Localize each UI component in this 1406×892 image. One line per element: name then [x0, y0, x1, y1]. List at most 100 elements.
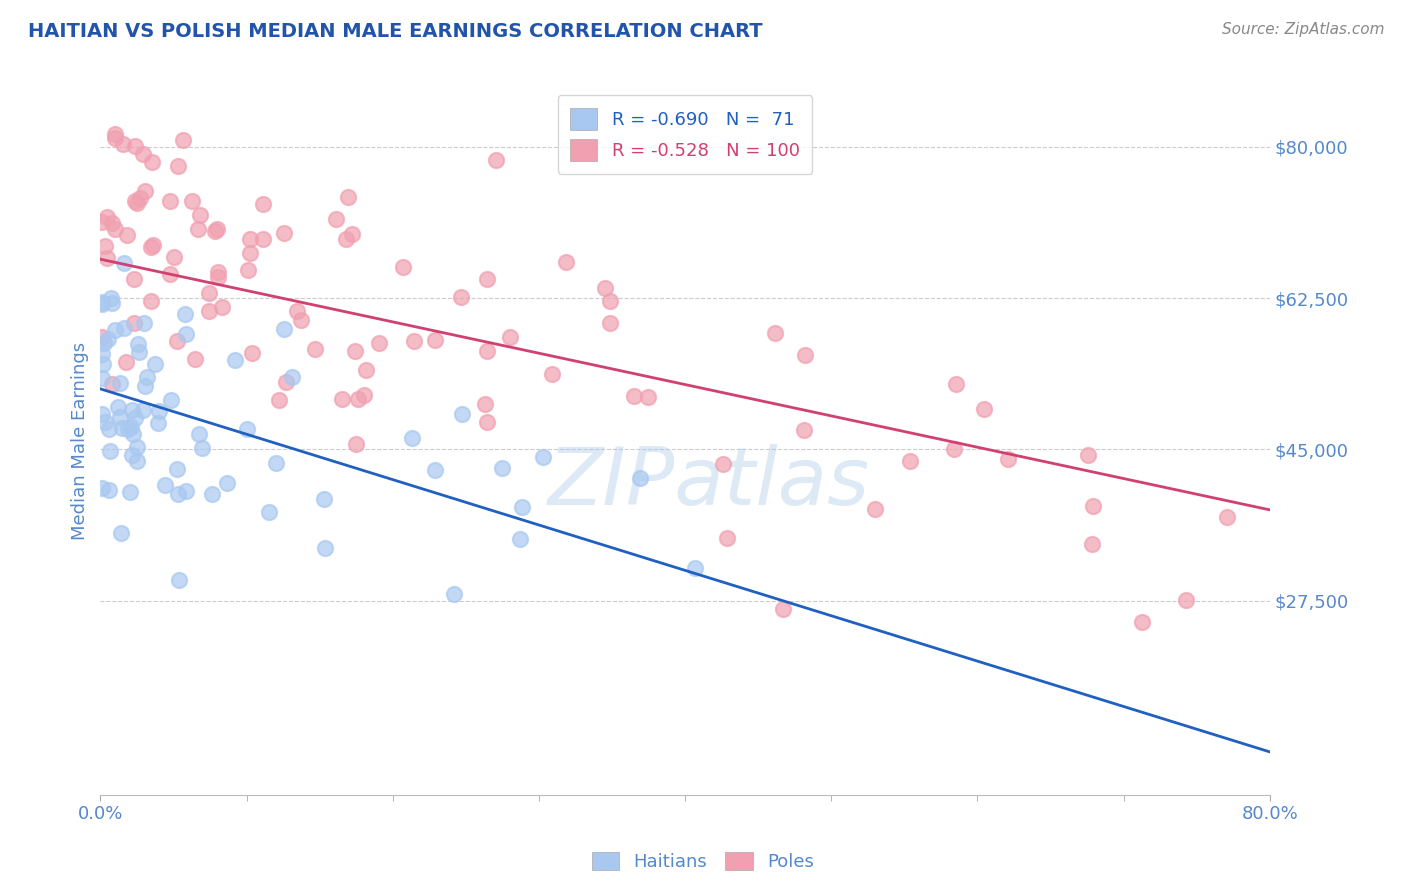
Point	[599, 294, 621, 309]
Point	[252, 232, 274, 246]
Point	[90, 215, 112, 229]
Point	[188, 426, 211, 441]
Point	[772, 602, 794, 616]
Point	[510, 500, 533, 515]
Point	[281, 370, 304, 384]
Point	[207, 265, 229, 279]
Point	[132, 402, 155, 417]
Point	[475, 415, 498, 429]
Point	[477, 343, 499, 358]
Point	[498, 329, 520, 343]
Point	[120, 420, 142, 434]
Point	[148, 403, 170, 417]
Point	[599, 317, 621, 331]
Point	[174, 484, 197, 499]
Point	[110, 525, 132, 540]
Point	[207, 270, 229, 285]
Point	[98, 444, 121, 458]
Point	[443, 587, 465, 601]
Point	[166, 334, 188, 348]
Text: ZIPatlas: ZIPatlas	[547, 444, 869, 522]
Point	[163, 250, 186, 264]
Point	[794, 348, 817, 362]
Point	[198, 303, 221, 318]
Text: Source: ZipAtlas.com: Source: ZipAtlas.com	[1222, 22, 1385, 37]
Point	[304, 343, 326, 357]
Point	[863, 502, 886, 516]
Point	[166, 487, 188, 501]
Point	[139, 240, 162, 254]
Point	[205, 221, 228, 235]
Point	[117, 422, 139, 436]
Point	[121, 403, 143, 417]
Point	[346, 392, 368, 406]
Point	[1077, 448, 1099, 462]
Point	[91, 357, 114, 371]
Point	[108, 376, 131, 391]
Point	[343, 344, 366, 359]
Point	[125, 454, 148, 468]
Point	[425, 462, 447, 476]
Point	[181, 194, 204, 208]
Point	[100, 291, 122, 305]
Point	[97, 483, 120, 498]
Point	[325, 212, 347, 227]
Point	[115, 354, 138, 368]
Point	[239, 246, 262, 260]
Point	[353, 388, 375, 402]
Point	[1081, 537, 1104, 551]
Point	[898, 454, 921, 468]
Point	[132, 147, 155, 161]
Point	[485, 153, 508, 167]
Point	[1175, 593, 1198, 607]
Point	[101, 216, 124, 230]
Point	[134, 184, 156, 198]
Point	[392, 260, 415, 274]
Point	[187, 222, 209, 236]
Point	[112, 256, 135, 270]
Point	[541, 367, 564, 381]
Point	[342, 227, 364, 241]
Point	[628, 470, 651, 484]
Point	[104, 322, 127, 336]
Point	[124, 139, 146, 153]
Point	[94, 239, 117, 253]
Point	[121, 426, 143, 441]
Point	[97, 332, 120, 346]
Point	[110, 410, 132, 425]
Point	[125, 196, 148, 211]
Point	[167, 573, 190, 587]
Point	[1215, 510, 1237, 524]
Point	[623, 389, 645, 403]
Point	[104, 131, 127, 145]
Point	[314, 541, 336, 555]
Point	[491, 461, 513, 475]
Point	[141, 154, 163, 169]
Legend: R = -0.690   N =  71, R = -0.528   N = 100: R = -0.690 N = 71, R = -0.528 N = 100	[558, 95, 813, 174]
Y-axis label: Median Male Earnings: Median Male Earnings	[72, 342, 89, 540]
Text: HAITIAN VS POLISH MEDIAN MALE EARNINGS CORRELATION CHART: HAITIAN VS POLISH MEDIAN MALE EARNINGS C…	[28, 22, 762, 41]
Point	[1081, 500, 1104, 514]
Point	[143, 358, 166, 372]
Point	[531, 450, 554, 464]
Point	[290, 313, 312, 327]
Point	[127, 337, 149, 351]
Point	[344, 437, 367, 451]
Point	[211, 300, 233, 314]
Point	[98, 422, 121, 436]
Point	[368, 336, 391, 351]
Point	[134, 379, 156, 393]
Point	[132, 317, 155, 331]
Point	[112, 137, 135, 152]
Point	[201, 486, 224, 500]
Point	[402, 334, 425, 348]
Point	[474, 397, 496, 411]
Point	[142, 237, 165, 252]
Point	[336, 190, 359, 204]
Point	[711, 458, 734, 472]
Point	[239, 232, 262, 246]
Point	[274, 376, 297, 390]
Point	[188, 209, 211, 223]
Point	[273, 322, 295, 336]
Point	[112, 321, 135, 335]
